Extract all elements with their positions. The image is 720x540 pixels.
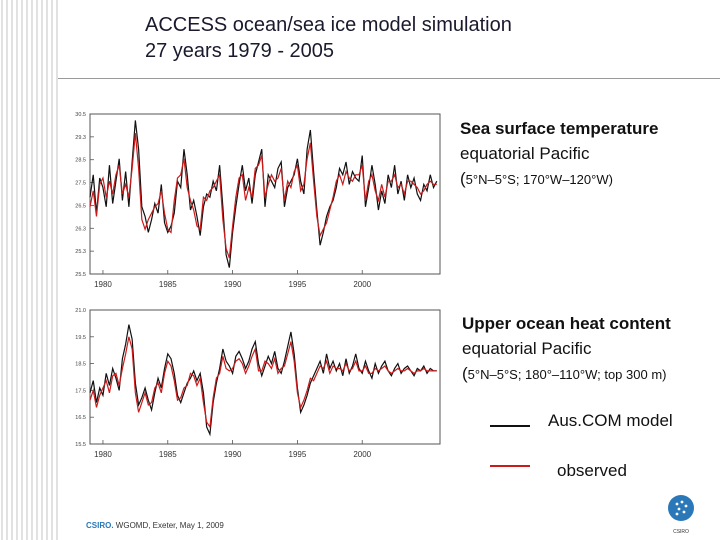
legend-observed-line [490,465,530,467]
sst-x-tick-label: 1980 [94,280,112,289]
sst-y-tick-label: 27.5 [75,181,86,187]
sst-x-tick-label: 2000 [353,280,371,289]
sst-y-tick-label: 25.3 [75,249,86,255]
sst-y-tick-label: 29.3 [75,135,86,141]
legend-observed-label: observed [557,461,627,480]
ohc-label-line2: equatorial Pacific [462,339,592,358]
sst-chart: 30.5 29.3 28.5 27.5 26.5 26.3 25.3 25.5 1980 198… [75,112,441,289]
ohc-y-tick-label: 15.5 [75,442,86,448]
ohc-y-tick-label: 16.5 [75,415,86,421]
sst-y-tick-label: 30.5 [75,112,86,118]
ohc-label-region: 5°N–5°S; 180°–110°W; top 300 m) [467,367,667,382]
sst-label: Sea surface temperature equatorial Pacif… [460,116,658,192]
sst-y-tick-label: 26.5 [75,203,86,209]
ohc-label-paren: ( [462,364,468,383]
slide-title: ACCESS ocean/sea ice model simulation 27… [145,12,512,64]
ohc-label-line1: Upper ocean heat content [462,314,671,333]
title-divider [58,78,720,79]
ohc-x-tick-label: 1995 [289,450,307,459]
sst-x-tick-label: 1990 [224,280,242,289]
sst-label-line1: Sea surface temperature [460,119,659,138]
legend-model-line [490,425,530,427]
sst-y-tick-label: 26.3 [75,226,86,232]
csiro-logo: CSIRO [668,495,694,535]
sst-label-paren: ( [460,169,466,188]
footer-text: WGOMD, Exeter, May 1, 2009 [115,521,224,530]
sst-label-line2: equatorial Pacific [460,144,590,163]
ohc-y-tick-label: 17.5 [75,388,86,394]
ohc-chart: 21.0 19.5 18.5 17.5 16.5 15.5 1980 1985 1990 199… [75,308,441,459]
ohc-x-tick-label: 1980 [94,450,112,459]
ohc-y-tick-label: 19.5 [75,335,86,341]
sst-y-tick-label: 25.5 [75,272,86,278]
footer: CSIRO. WGOMD, Exeter, May 1, 2009 [86,521,224,530]
ohc-y-tick-label: 21.0 [75,308,86,314]
decorative-vertical-lines [1,0,58,540]
ohc-series-model [89,324,437,437]
ohc-series-observed [89,336,437,429]
ohc-x-tick-label: 1990 [224,450,242,459]
sst-label-region: 5°N–5°S; 170°W–120°W) [465,172,613,187]
logo-text: CSIRO [673,529,689,535]
title-line-1: ACCESS ocean/sea ice model simulation [145,14,512,36]
footer-brand: CSIRO. [86,521,114,530]
ohc-x-tick-label: 2000 [353,450,371,459]
ohc-label: Upper ocean heat content equatorial Paci… [462,311,671,387]
sst-series-observed [89,133,437,259]
legend-model-label: Aus.COM model [548,411,673,430]
ohc-y-tick-label: 18.5 [75,362,86,368]
ohc-plot-frame [89,309,441,445]
sst-y-tick-label: 28.5 [75,158,86,164]
ohc-x-tick-label: 1985 [159,450,177,459]
sst-x-tick-label: 1985 [159,280,177,289]
sst-series-model [89,120,438,268]
title-line-2: 27 years 1979 - 2005 [145,40,335,62]
sst-x-tick-label: 1995 [289,280,307,289]
